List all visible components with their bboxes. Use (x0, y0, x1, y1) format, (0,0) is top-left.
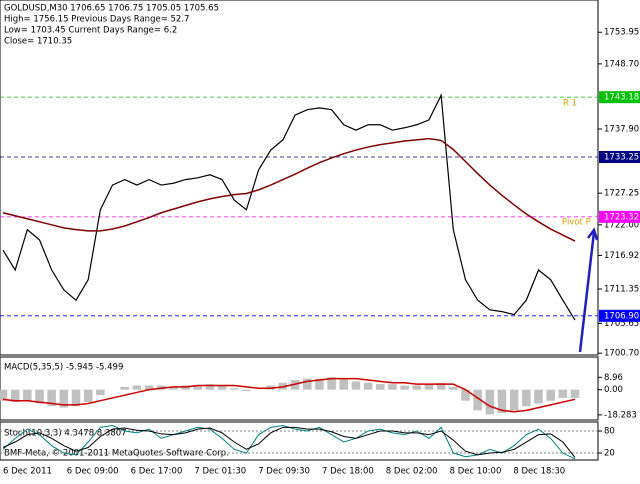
price-level-label: 1723.32 (604, 212, 639, 222)
price-level-label: 1733.25 (604, 153, 639, 163)
pivot-label: R 1 (563, 99, 577, 109)
indicator-line (2, 426, 576, 458)
price-level-box (599, 210, 640, 223)
macd-bar (570, 389, 580, 398)
stoch-panel-frame (0, 421, 599, 461)
price-level-box (599, 91, 640, 104)
macd-bar (242, 389, 251, 392)
y-tick-label: 1737.90 (604, 124, 639, 134)
macd-bar (485, 389, 495, 415)
macd-bar (205, 384, 215, 390)
time-label: 8 Dec 18:30 (513, 467, 565, 477)
macd-bar (120, 386, 129, 390)
y-tick-label: 1753.95 (604, 28, 639, 38)
header-line: GOLDUSD,M30 1706.65 1706.75 1705.05 1705… (4, 4, 219, 14)
macd-bar (497, 389, 507, 414)
macd-bar (229, 388, 239, 390)
time-label: 6 Dec 2011 (3, 467, 52, 477)
macd-bar (461, 389, 470, 401)
y-tick-label: 1711.35 (604, 285, 639, 295)
y-tick-label: 20 (604, 449, 615, 459)
macd-bar (351, 381, 361, 390)
macd-bar (302, 378, 312, 390)
y-tick-label: -18.283 (604, 410, 637, 420)
macd-bar (558, 389, 568, 398)
macd-bar (315, 378, 324, 390)
macd-bar (0, 389, 8, 401)
pivot-label: Pivot P (562, 218, 591, 228)
stoch-title: Stoch(10,3,3) 4.3478 8.3807 (4, 429, 127, 439)
y-tick-label: 80 (604, 426, 615, 436)
macd-bar (47, 389, 56, 407)
macd-bar (436, 382, 446, 390)
indicator-line (2, 377, 576, 413)
price-level-label: 1743.18 (604, 93, 639, 103)
macd-bar (23, 389, 32, 401)
macd-bar (83, 389, 93, 403)
price-level-label: 1706.90 (604, 311, 639, 321)
y-tick-label: 8.96 (604, 373, 623, 383)
macd-title: MACD(5,35,5) -5.945 -5.499 (4, 363, 123, 373)
macd-panel-frame (0, 356, 599, 421)
macd-bar (132, 385, 142, 390)
y-tick-label: 0.00 (604, 385, 623, 395)
macd-bar (193, 385, 202, 390)
macd-bar (388, 384, 397, 390)
macd-bar (363, 382, 373, 390)
macd-bar (509, 389, 519, 411)
header-line: Low= 1703.45 Current Days Range= 6.2 (4, 26, 177, 36)
macd-bar (412, 385, 422, 390)
macd-bar (522, 389, 531, 407)
time-label: 6 Dec 17:00 (131, 467, 183, 477)
macd-bar (144, 385, 154, 390)
header-line: High= 1756.15 Previous Days Range= 52.7 (4, 15, 189, 25)
macd-bar (96, 389, 105, 396)
macd-bar (35, 389, 44, 404)
time-label: 8 Dec 10:00 (450, 467, 502, 477)
indicator-line (2, 137, 576, 242)
time-label: 7 Dec 18:00 (322, 467, 374, 477)
y-tick-label: 1716.92 (604, 251, 639, 261)
macd-bar (217, 385, 227, 390)
macd-bar (400, 385, 409, 390)
y-tick-label: 1748.70 (604, 59, 639, 69)
y-tick-label: 1705.65 (604, 319, 639, 329)
time-label: 7 Dec 01:30 (194, 467, 246, 477)
indicator-line (2, 93, 576, 321)
macd-bar (534, 389, 543, 404)
macd-bar (473, 389, 482, 411)
macd-bar (449, 386, 458, 390)
y-tick-label: 1700.70 (604, 349, 639, 359)
y-tick-label: 1722.00 (604, 220, 639, 230)
price-level-box (599, 309, 640, 322)
macd-bar (339, 378, 349, 390)
macd-bar (59, 389, 69, 408)
main-panel-frame (0, 0, 599, 356)
macd-bar (424, 384, 434, 390)
macd-bar (169, 386, 178, 390)
time-label: 6 Dec 09:00 (67, 467, 119, 477)
macd-bar (71, 389, 81, 407)
y-tick-label: 1727.25 (604, 189, 639, 199)
time-label: 8 Dec 02:00 (386, 467, 438, 477)
macd-bar (546, 389, 555, 401)
forecast-arrow (578, 227, 599, 353)
macd-bar (376, 384, 385, 390)
macd-bar (327, 377, 336, 390)
price-level-box (599, 151, 640, 164)
macd-bar (10, 389, 20, 403)
time-label: 7 Dec 09:30 (258, 467, 310, 477)
header-line: Close= 1710.35 (4, 37, 72, 47)
